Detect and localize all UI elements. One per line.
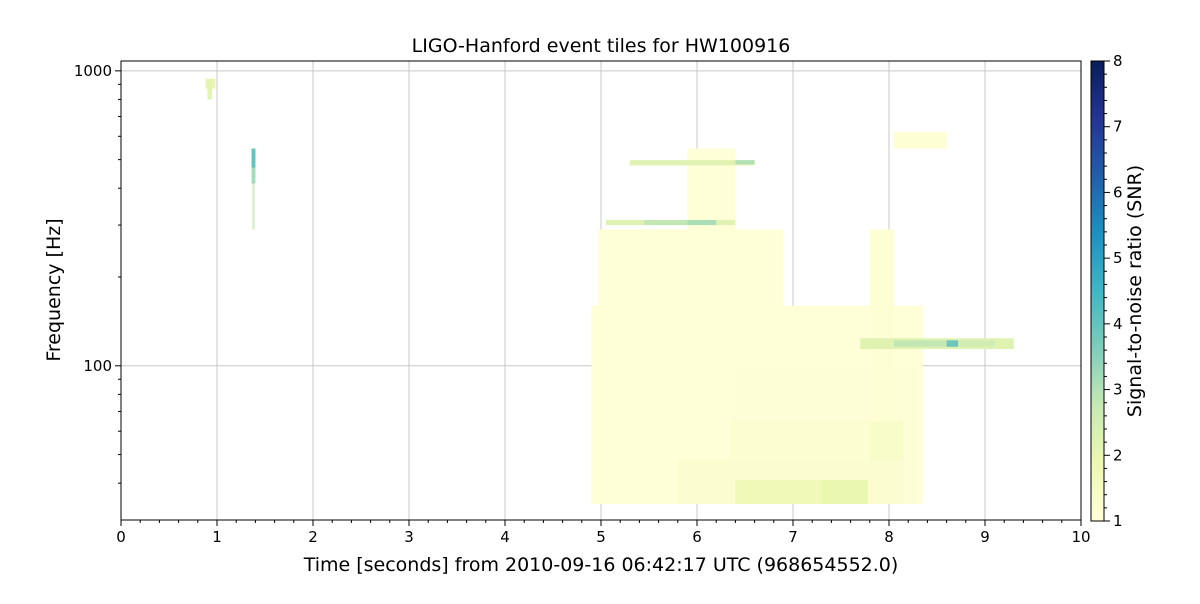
y-tick-label: 1000 <box>74 62 112 80</box>
event-tile <box>207 78 213 100</box>
colorbar-tick-label: 3 <box>1113 381 1123 399</box>
event-tile <box>687 220 717 226</box>
x-tick-label: 2 <box>308 528 318 546</box>
x-tick-label: 8 <box>884 528 894 546</box>
event-tile <box>946 340 959 347</box>
colorbar-tick-label: 8 <box>1113 52 1123 70</box>
colorbar-tick-label: 2 <box>1113 446 1123 464</box>
event-tile <box>958 340 995 347</box>
x-tick-label: 5 <box>596 528 606 546</box>
x-tick-label: 1 <box>212 528 222 546</box>
event-tile <box>821 479 868 504</box>
colorbar-gradient <box>1090 60 1105 522</box>
colorbar-ticks: 1 2 3 4 5 6 7 8 <box>1104 52 1123 530</box>
x-tick-label: 0 <box>116 528 126 546</box>
event-tiles <box>205 78 1014 504</box>
colorbar-title: Signal-to-noise ratio (SNR) <box>1124 165 1146 417</box>
y-axis-title: Frequency [Hz] <box>43 218 65 361</box>
event-tile <box>735 160 755 165</box>
event-tile <box>629 160 755 166</box>
event-tile <box>644 220 688 226</box>
x-tick-label: 9 <box>980 528 990 546</box>
colorbar-tick-label: 1 <box>1113 512 1123 530</box>
x-axis-ticks: 0 1 2 3 4 5 6 7 8 9 10 <box>116 520 1091 546</box>
colorbar-tick-label: 6 <box>1113 183 1123 201</box>
x-axis-title: Time [seconds] from 2010-09-16 06:42:17 … <box>303 554 899 576</box>
chart-title: LIGO-Hanford event tiles for HW100916 <box>412 35 791 57</box>
event-tile <box>893 340 947 347</box>
colorbar-tick-label: 7 <box>1113 118 1123 136</box>
colorbar: 1 2 3 4 5 6 7 8 Signal-to-noise ratio (SNR) <box>1090 52 1146 530</box>
x-tick-label: 10 <box>1071 528 1090 546</box>
x-tick-label: 7 <box>788 528 798 546</box>
y-tick-label: 100 <box>83 357 112 375</box>
y-axis-ticks: 100 1000 <box>74 62 121 484</box>
event-tile <box>252 148 255 230</box>
event-tile <box>869 420 904 460</box>
colorbar-tick-label: 4 <box>1113 315 1123 333</box>
x-tick-label: 3 <box>404 528 414 546</box>
event-tile <box>893 132 947 149</box>
colorbar-tick-label: 5 <box>1113 249 1123 267</box>
event-tile <box>251 148 256 168</box>
x-tick-label: 4 <box>500 528 510 546</box>
x-tick-label: 6 <box>692 528 702 546</box>
event-tile <box>687 148 736 504</box>
